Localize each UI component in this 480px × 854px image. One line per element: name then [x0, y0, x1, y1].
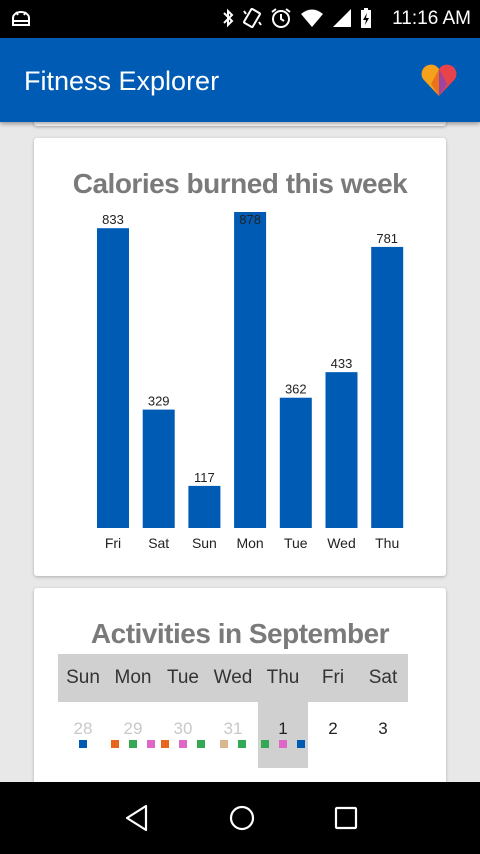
bar-thu	[371, 246, 404, 528]
x-tick-label: Mon	[236, 535, 263, 551]
weekday-thu: Thu	[266, 667, 300, 688]
alarm-icon	[270, 7, 292, 34]
calendar-day-number: 1	[278, 719, 288, 738]
heart-logo-icon	[420, 62, 458, 103]
calendar-day-cell[interactable]: 3	[358, 702, 408, 768]
calendar-day-cell[interactable]: 28	[58, 702, 108, 768]
navigation-bar	[0, 782, 480, 854]
x-tick-label: Wed	[327, 535, 356, 551]
bar-wed	[325, 372, 358, 528]
bar-value-label: 433	[331, 356, 353, 371]
calories-bar-chart: 833 Fri 329 Sat 117 Sun 878 Mon 362 Tue 433 Wed 781 T…	[97, 212, 404, 551]
activity-marker	[279, 740, 287, 748]
content-scroll[interactable]: Calories burned this week 833 Fri 329 Sat 11…	[0, 122, 480, 782]
bar-sun	[188, 485, 221, 528]
activities-card: Activities in September Sun Mon Tue Wed …	[34, 588, 446, 782]
status-bar: 11:16 AM	[0, 0, 480, 38]
bar-value-label: 362	[285, 382, 307, 397]
activity-marker	[197, 740, 205, 748]
app-bar: Fitness Explorer	[0, 38, 480, 122]
bar-value-label: 329	[148, 394, 170, 409]
activities-card-title: Activities in September	[90, 618, 390, 649]
status-time: 11:16 AM	[392, 8, 471, 29]
calendar-day-number: 29	[123, 719, 143, 738]
weekday-sun: Sun	[66, 667, 100, 688]
vibrate-icon	[242, 7, 262, 34]
bar-value-label: 117	[194, 470, 215, 485]
x-tick-label: Thu	[375, 535, 399, 551]
calendar-day-cell[interactable]: 1	[258, 702, 308, 768]
bar-sat	[142, 409, 175, 528]
x-tick-label: Sat	[148, 535, 169, 551]
wifi-icon	[300, 8, 324, 33]
activity-marker	[261, 740, 269, 748]
weekday-tue: Tue	[166, 667, 200, 688]
bar-mon	[234, 212, 267, 528]
weekday-mon: Mon	[114, 667, 152, 688]
calendar-day-cell[interactable]: 2	[308, 702, 358, 768]
activity-marker	[238, 740, 246, 748]
bar-tue	[279, 397, 312, 528]
calendar-day-cell[interactable]: 30	[158, 702, 208, 768]
activity-markers	[58, 740, 108, 748]
activity-marker	[111, 740, 119, 748]
calendar-day-number: 3	[378, 719, 388, 738]
activity-marker	[161, 740, 169, 748]
weekday-sat: Sat	[368, 667, 398, 688]
activity-marker	[220, 740, 228, 748]
bar-value-label: 833	[102, 212, 124, 227]
app-title: Fitness Explorer	[24, 66, 220, 96]
calories-card: Calories burned this week 833 Fri 329 Sat 11…	[34, 138, 446, 576]
calendar-day-number: 31	[223, 719, 243, 738]
activity-marker	[147, 740, 155, 748]
activity-markers	[108, 740, 158, 748]
x-tick-label: Sun	[192, 535, 217, 551]
activity-marker	[297, 740, 305, 748]
status-icons	[222, 7, 372, 34]
calendar-week-row: 28 29 30 31 1 2 3	[58, 702, 408, 768]
activity-markers	[208, 740, 258, 748]
calendar-day-number: 30	[173, 719, 193, 738]
bar-value-label: 781	[376, 231, 398, 246]
weekday-wed: Wed	[213, 667, 253, 688]
calendar-day-cell[interactable]: 29	[108, 702, 158, 768]
recents-icon[interactable]	[333, 804, 359, 837]
activity-markers	[158, 740, 208, 748]
bar-value-label: 878	[239, 212, 261, 227]
activity-marker	[79, 740, 87, 748]
x-tick-label: Fri	[105, 535, 121, 551]
activity-marker	[129, 740, 137, 748]
battery-charging-icon	[360, 7, 372, 34]
x-tick-label: Tue	[284, 535, 308, 551]
calories-card-title: Calories burned this week	[72, 168, 408, 199]
bluetooth-icon	[222, 8, 234, 33]
bar-fri	[97, 228, 129, 528]
activity-marker	[179, 740, 187, 748]
home-icon[interactable]	[228, 804, 256, 837]
calendar-day-cell[interactable]: 31	[208, 702, 258, 768]
weekday-fri: Fri	[321, 667, 345, 688]
android-icon	[10, 9, 32, 32]
activity-markers	[258, 740, 308, 748]
previous-card	[34, 122, 446, 126]
calendar-day-number: 2	[328, 719, 338, 738]
back-icon[interactable]	[124, 804, 150, 837]
calendar-day-number: 28	[73, 719, 93, 738]
calendar-weekday-header: Sun Mon Tue Wed Thu Fri Sat	[58, 654, 408, 702]
signal-icon	[332, 8, 352, 33]
